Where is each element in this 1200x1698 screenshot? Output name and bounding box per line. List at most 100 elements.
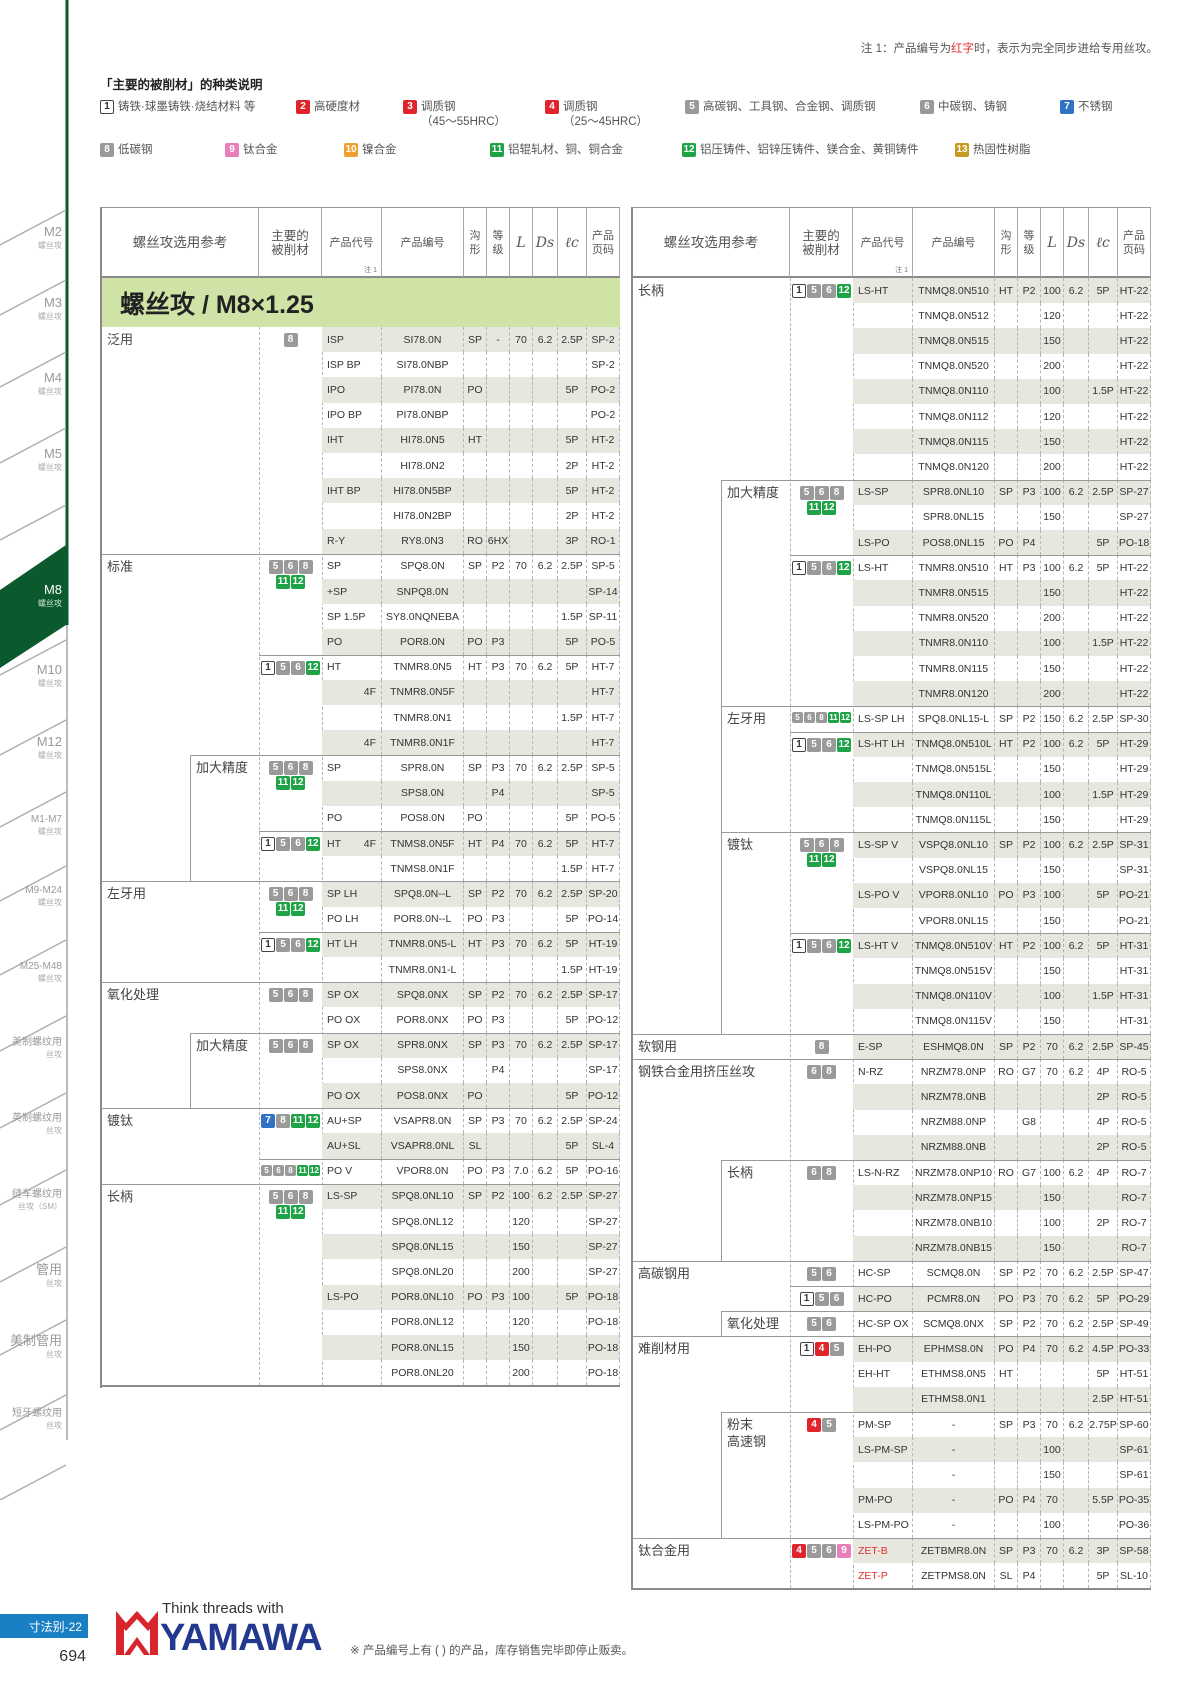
- groove-value: SP: [998, 486, 1013, 499]
- subcategory-label: 氧化处理: [727, 1316, 780, 1332]
- cell-L: [510, 805, 533, 831]
- page-value: HT-51: [1119, 1368, 1149, 1381]
- cell-Ds: 6.2: [533, 1158, 558, 1184]
- cell-Ds: [533, 1057, 558, 1083]
- cell-code: LS-PO: [322, 1284, 382, 1310]
- code-value: SP: [327, 761, 342, 774]
- cell-number: TNMR8.0N5-L: [382, 931, 464, 957]
- table-row: LS-SP V VSPQ8.0NL10 SP P2 100 6.2 2.5P SP-31: [633, 832, 1151, 858]
- subsection-border: [721, 1412, 722, 1538]
- page-value: PO-14: [587, 913, 619, 926]
- cell-groove: SP: [464, 982, 487, 1008]
- groove-value: PO: [467, 383, 483, 396]
- cell-code: R-Y: [322, 528, 382, 554]
- table-row: ISP SI78.0N SP -70 6.2 2.5P SP-2: [102, 327, 620, 353]
- number-value: -: [951, 1519, 956, 1532]
- groove-value: SP: [467, 1039, 482, 1052]
- cell-grade: [487, 453, 510, 479]
- cell-number: SPQ8.0NL15: [382, 1234, 464, 1260]
- cell-Ds: 6.2: [1064, 706, 1089, 732]
- cell-groove: SP: [995, 706, 1018, 732]
- cell-groove: [995, 857, 1018, 883]
- lc-value: 1.5P: [1092, 637, 1114, 650]
- page-value: SP-58: [1119, 1544, 1149, 1557]
- cell-groove: SL: [995, 1563, 1018, 1589]
- cell-page: PO-12: [587, 1007, 620, 1033]
- legend-item-2: 2 高硬度材: [296, 100, 360, 115]
- grade-value: P2: [1022, 1040, 1036, 1053]
- cell-number: TNMQ8.0N115: [913, 429, 995, 455]
- cell-groove: SP: [464, 1108, 487, 1134]
- subcategory-divider: [721, 706, 1151, 708]
- L-value: 70: [1046, 1065, 1058, 1078]
- page-value: SP-27: [1119, 511, 1149, 524]
- cell-grade: [487, 604, 510, 630]
- table-row: VSPQ8.0NL15 150 SP-31: [633, 857, 1151, 883]
- cell-L: [510, 780, 533, 806]
- cell-Ds: [533, 1335, 558, 1361]
- cell-code: [853, 1386, 913, 1412]
- number-value: NRZM78.0NP10: [914, 1166, 993, 1179]
- code-value: IPO: [327, 383, 346, 396]
- page-value: HT-22: [1119, 687, 1149, 700]
- page-value: RO-7: [1121, 1166, 1147, 1179]
- cell-page: HT-22: [1118, 378, 1151, 404]
- material-badge-11: 11: [276, 574, 290, 589]
- cell-grade: P3: [487, 1032, 510, 1058]
- L-value: 100: [1043, 284, 1061, 297]
- cell-lc: 5P: [558, 1083, 587, 1109]
- material-badge-4: 4: [814, 1342, 829, 1357]
- code-value: LS-SP LH: [858, 712, 905, 725]
- cell-page: PO-33: [1118, 1336, 1151, 1362]
- material-badge-11: 11: [828, 712, 839, 724]
- flute-count: 4F: [363, 736, 376, 749]
- cell-L: 200: [510, 1360, 533, 1386]
- Ds-value: 6.2: [537, 887, 553, 900]
- cell-groove: [464, 780, 487, 806]
- cell-L: 70: [1041, 1412, 1064, 1438]
- table-row: TNMQ8.0N115V 150 HT-31: [633, 1008, 1151, 1034]
- table-row: HI78.0N2 2P HT-2: [102, 453, 620, 479]
- material-badges: 1 5 6 12: [259, 655, 322, 675]
- cell-grade: [1018, 1437, 1041, 1463]
- cell-grade: [1018, 756, 1041, 782]
- material-badge-12: 12: [309, 1164, 320, 1176]
- groove-value: SP: [467, 1190, 482, 1203]
- cell-page: SP-5: [587, 553, 620, 579]
- lc-value: 2P: [565, 459, 579, 472]
- category-label: 钛合金用: [638, 1543, 691, 1558]
- L-value: 150: [1043, 712, 1061, 725]
- tab-sublabel: 螺丝攻: [38, 678, 62, 688]
- cell-groove: HT: [995, 1361, 1018, 1387]
- cell-groove: SP: [464, 1183, 487, 1209]
- cell-L: 70: [510, 1032, 533, 1058]
- material-badge-12: 12: [306, 1114, 320, 1129]
- material-badge-12: 12: [291, 574, 305, 589]
- tab-sublabel: 螺丝攻: [38, 973, 62, 983]
- groove-value: SP: [998, 1544, 1013, 1557]
- cell-code: LS-PM-SP: [853, 1437, 913, 1463]
- cell-number: TNMQ8.0N115V: [913, 1008, 995, 1034]
- cell-code: [853, 656, 913, 682]
- cell-lc: 5P: [558, 377, 587, 403]
- badge-line: 1 5 6 12: [261, 837, 320, 851]
